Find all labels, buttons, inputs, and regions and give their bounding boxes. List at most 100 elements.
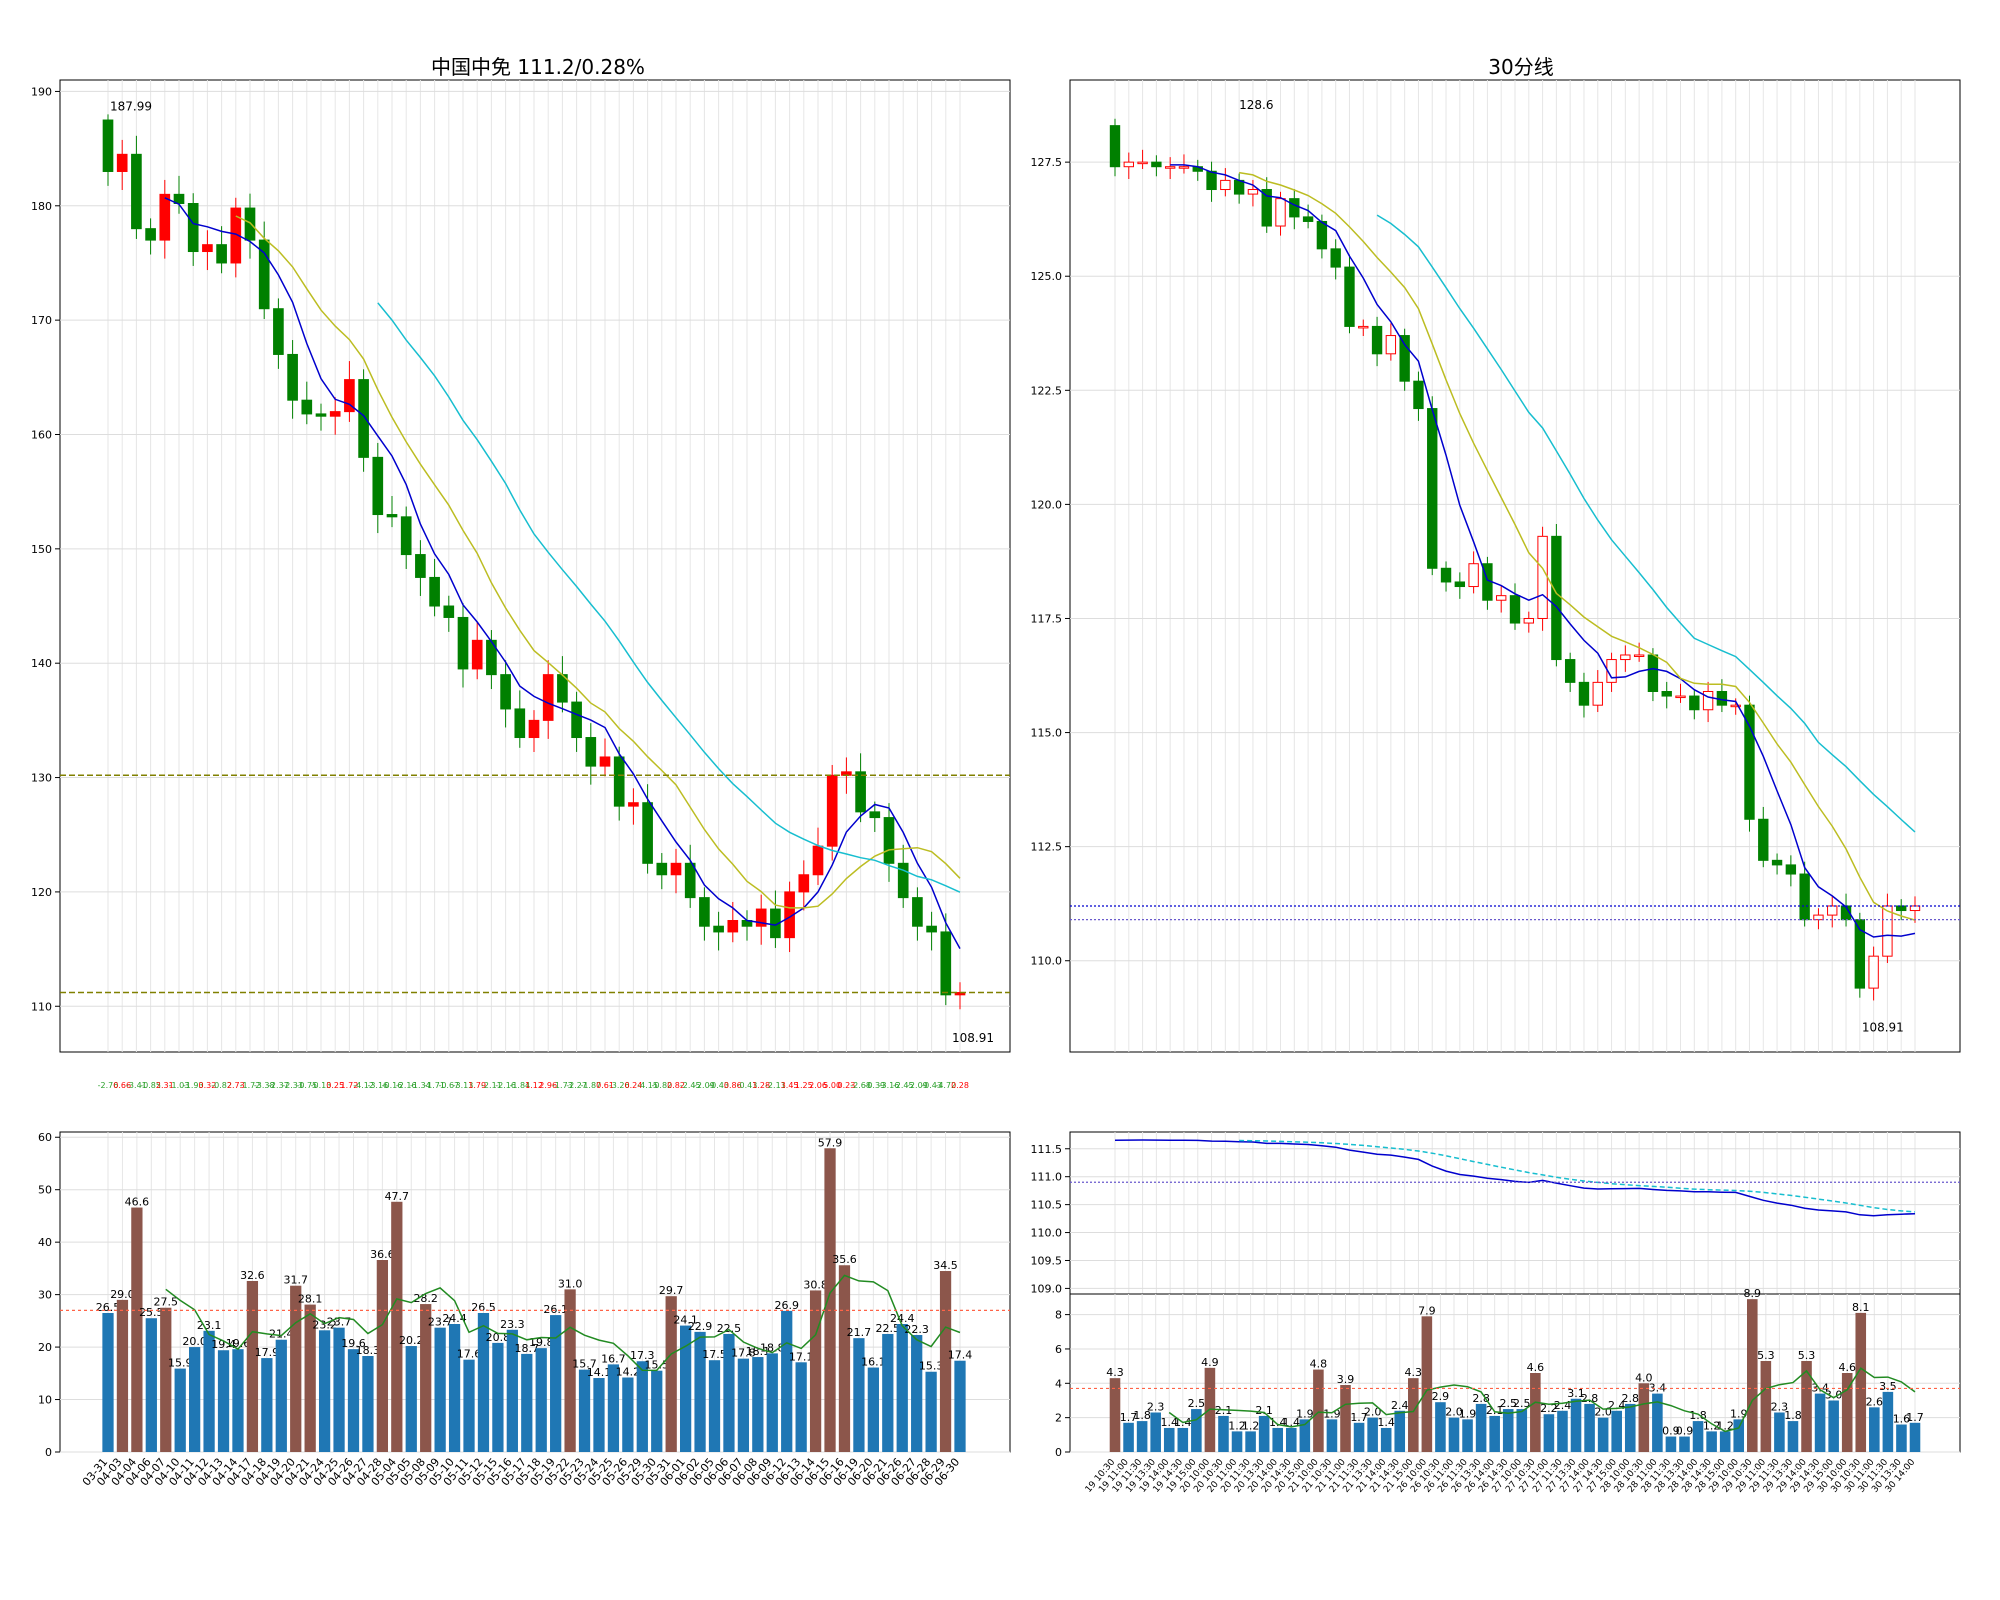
intraday-volume-ytick-label: 8: [1055, 1309, 1062, 1322]
intraday-volume-value-label: 3.1: [1567, 1387, 1585, 1400]
daily-volume-value-label: 29.7: [659, 1284, 684, 1297]
daily-candle-body: [471, 639, 483, 670]
intraday-volume-value-label: 2.6: [1866, 1395, 1884, 1408]
intraday-volume-value-label: 1.4: [1160, 1416, 1178, 1429]
daily-candle-body: [457, 616, 469, 670]
daily-volume-value-label: 17.6: [457, 1348, 482, 1361]
daily-volume-value-label: 21.7: [847, 1326, 872, 1339]
daily-volume-bar: [521, 1353, 533, 1452]
intraday-candle-body: [1247, 189, 1259, 195]
daily-candle-body: [826, 774, 838, 847]
daily-volume-bar: [477, 1312, 490, 1452]
daily-chart-title: 中国中免 111.2/0.28%: [431, 55, 645, 79]
intraday-ma5-line: [1170, 164, 1916, 938]
intraday-volume-bar: [1367, 1417, 1378, 1452]
daily-candle-body: [244, 207, 256, 241]
daily-volume-value-label: 23.3: [500, 1318, 525, 1331]
daily-pct-change-label: 0.86: [724, 1081, 742, 1090]
intraday-volume-bar: [1652, 1393, 1663, 1452]
intraday-candle-body: [1206, 170, 1217, 191]
daily-volume-bar: [261, 1358, 273, 1452]
daily-volume-bar: [795, 1362, 807, 1452]
intraday-volume-value-label: 2.8: [1622, 1392, 1640, 1405]
daily-volume-value-label: 14.1: [587, 1366, 612, 1379]
daily-volume-bar: [593, 1378, 605, 1452]
daily-volume-value-label: 34.5: [933, 1259, 958, 1272]
daily-pct-change-label: 5.00: [823, 1081, 841, 1090]
daily-volume-bar: [304, 1304, 316, 1452]
intraday-volume-value-label: 8.1: [1852, 1301, 1870, 1314]
intraday-volume-bar: [1665, 1436, 1677, 1452]
daily-volume-bar: [809, 1290, 822, 1452]
daily-candle-body: [287, 353, 298, 401]
daily-volume-bar: [347, 1349, 360, 1452]
intraday-price-ytick-label: 110.0: [1031, 955, 1063, 968]
intraday-candle-body: [1620, 654, 1631, 661]
intraday-volume-bar: [1733, 1419, 1745, 1452]
intraday-candle-body: [1813, 914, 1824, 921]
intraday-candle-body: [1799, 873, 1810, 921]
intraday-indicator-line: [1114, 1139, 1916, 1217]
intraday-price-ytick-label: 125.0: [1031, 270, 1063, 283]
daily-volume-bar: [463, 1359, 475, 1452]
intraday-volume-bar: [1448, 1417, 1460, 1452]
daily-volume-bar: [564, 1289, 576, 1452]
intraday-volume-value-label: 2.1: [1255, 1404, 1273, 1417]
intraday-volume-value-label: 4.6: [1838, 1361, 1856, 1374]
intraday-candle-body: [1220, 179, 1231, 191]
daily-candle-body: [940, 931, 952, 996]
intraday-volume-value-label: 3.5: [1879, 1380, 1897, 1393]
intraday-volume-value-label: 4.9: [1201, 1356, 1219, 1369]
daily-pct-change-label: -2.16: [396, 1081, 417, 1090]
daily-pct-change-label: -2.45: [893, 1081, 914, 1090]
intraday-candle-body: [1661, 690, 1672, 697]
intraday-volume-value-label: 4.0: [1635, 1371, 1653, 1384]
daily-volume-value-label: 18.1: [746, 1345, 771, 1358]
intraday-volume-value-label: 1.7: [1120, 1411, 1138, 1424]
daily-volume-value-label: 28.2: [413, 1292, 438, 1305]
daily-candle-body: [202, 244, 213, 253]
daily-volume-bar: [116, 1299, 129, 1452]
intraday-line-ytick-label: 111.5: [1031, 1143, 1063, 1156]
daily-pct-change-label: -4.12: [353, 1081, 374, 1090]
intraday-volume-bar: [1408, 1378, 1419, 1452]
daily-volume-bar: [723, 1333, 735, 1452]
intraday-max-label: 128.6: [1239, 98, 1273, 112]
intraday-volume-bar: [1313, 1369, 1324, 1452]
daily-pct-change-label: -0.43: [737, 1081, 758, 1090]
intraday-volume-bar: [1177, 1427, 1189, 1452]
intraday-volume-bar: [1380, 1427, 1392, 1452]
daily-volume-bar: [622, 1377, 634, 1452]
intraday-indicator-signal-line: [1239, 1139, 1916, 1213]
intraday-candle-body: [1123, 161, 1134, 168]
daily-volume-ma-line: [165, 1274, 961, 1372]
intraday-volume-bar: [1394, 1410, 1406, 1452]
intraday-volume-value-label: 2.8: [1581, 1392, 1599, 1405]
daily-pct-change-label: -2.76: [98, 1081, 119, 1090]
daily-price-ytick-label: 180: [31, 200, 52, 213]
intraday-volume-value-label: 7.9: [1418, 1304, 1436, 1317]
daily-pct-change-label: 2.73: [227, 1081, 245, 1090]
intraday-volume-bar: [1489, 1415, 1500, 1452]
daily-pct-change-label: 1.79: [468, 1081, 486, 1090]
intraday-volume-value-label: 5.3: [1798, 1349, 1816, 1362]
intraday-volume-value-label: 0.9: [1676, 1425, 1694, 1438]
daily-candle-body: [159, 193, 171, 241]
daily-pct-change-label: -0.85: [140, 1081, 161, 1090]
intraday-volume-bar: [1462, 1419, 1473, 1452]
intraday-volume-ytick-label: 2: [1055, 1412, 1062, 1425]
intraday-volume-bar: [1285, 1427, 1297, 1452]
daily-candle-body: [187, 203, 199, 253]
daily-ma20-line: [377, 302, 961, 893]
daily-candle-body: [628, 802, 639, 807]
daily-volume-value-label: 17.9: [255, 1346, 280, 1359]
intraday-volume-value-label: 4.3: [1405, 1366, 1423, 1379]
daily-pct-change-label: 0.25: [326, 1081, 344, 1090]
intraday-candle-body: [1344, 266, 1355, 327]
daily-volume-bar: [737, 1358, 750, 1452]
intraday-candle-body: [1647, 654, 1659, 692]
daily-volume-value-label: 15.5: [644, 1359, 669, 1372]
daily-candle-body: [344, 379, 355, 413]
intraday-candle-body: [1399, 335, 1410, 382]
intraday-candle-body: [1730, 704, 1741, 708]
